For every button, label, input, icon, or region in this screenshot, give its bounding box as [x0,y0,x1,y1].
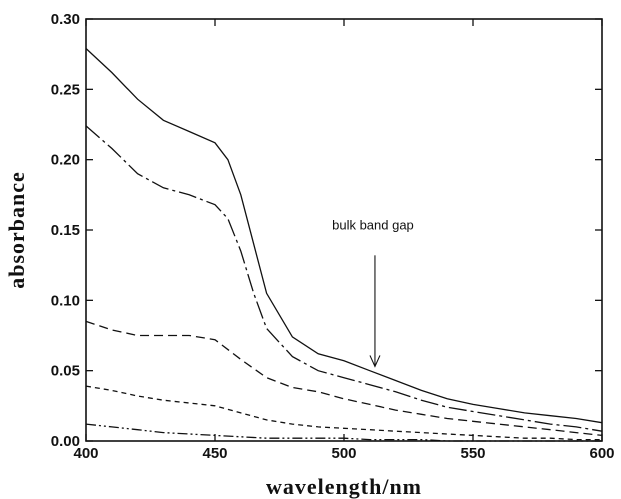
x-axis-title: wavelength/nm [266,474,422,499]
annotation-layer: bulk band gap [332,217,414,368]
series-line-3 [85,320,603,437]
y-tick-label: 0.15 [51,222,80,239]
annotation-arrow-head [369,355,381,368]
y-tick-label: 0.05 [51,363,80,380]
y-tick-label: 0.30 [51,11,80,28]
y-tick-label: 0.20 [51,152,80,169]
ticks-layer: 400 450 500 550 600 0.00 0.05 0.10 0.15 0.20 0.25 0… [51,11,615,462]
series-line-4 [85,385,602,441]
annotation-label: bulk band gap [332,217,414,232]
y-tick-label: 0.25 [51,81,80,98]
x-tick-label: 500 [331,445,356,462]
x-tick-label: 550 [460,445,485,462]
y-axis-title: absorbance [4,171,29,289]
series-line-1 [85,48,603,424]
y-tick-label: 0.00 [51,433,80,450]
x-tick-label: 600 [589,445,614,462]
x-tick-label: 450 [202,445,227,462]
y-tick-label: 0.10 [51,292,80,309]
x-tick-label: 400 [73,445,98,462]
series-line-2 [85,125,603,432]
series-layer [85,48,603,442]
